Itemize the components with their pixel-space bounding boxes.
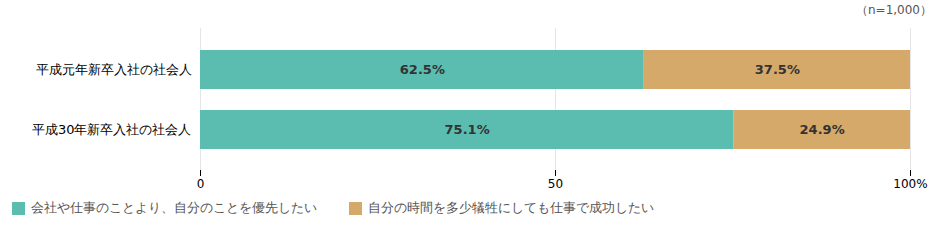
- svg-text:50: 50: [548, 177, 563, 191]
- html-text:会社や仕事のことより、自分のことを優先したい: 会社や仕事のことより、自分のことを優先したい: [31, 200, 317, 215]
- svg-text:平成元年新卒入社の社会人: 平成元年新卒入社の社会人: [36, 62, 192, 77]
- svg-text:100%: 100%: [893, 177, 927, 191]
- svg-text:37.5%: 37.5%: [755, 62, 800, 77]
- html-text:（n=1,000）: （n=1,000）: [856, 3, 932, 17]
- html-text:自分の時間を多少犠牲にしても仕事で成功したい: 自分の時間を多少犠牲にしても仕事で成功したい: [368, 200, 654, 215]
- svg-text:0: 0: [197, 177, 205, 191]
- svg-text:62.5%: 62.5%: [400, 62, 445, 77]
- svg-text:24.9%: 24.9%: [800, 122, 845, 137]
- svg-text:平成30年新卒入社の社会人: 平成30年新卒入社の社会人: [32, 122, 192, 137]
- svg-text:75.1%: 75.1%: [445, 122, 490, 137]
